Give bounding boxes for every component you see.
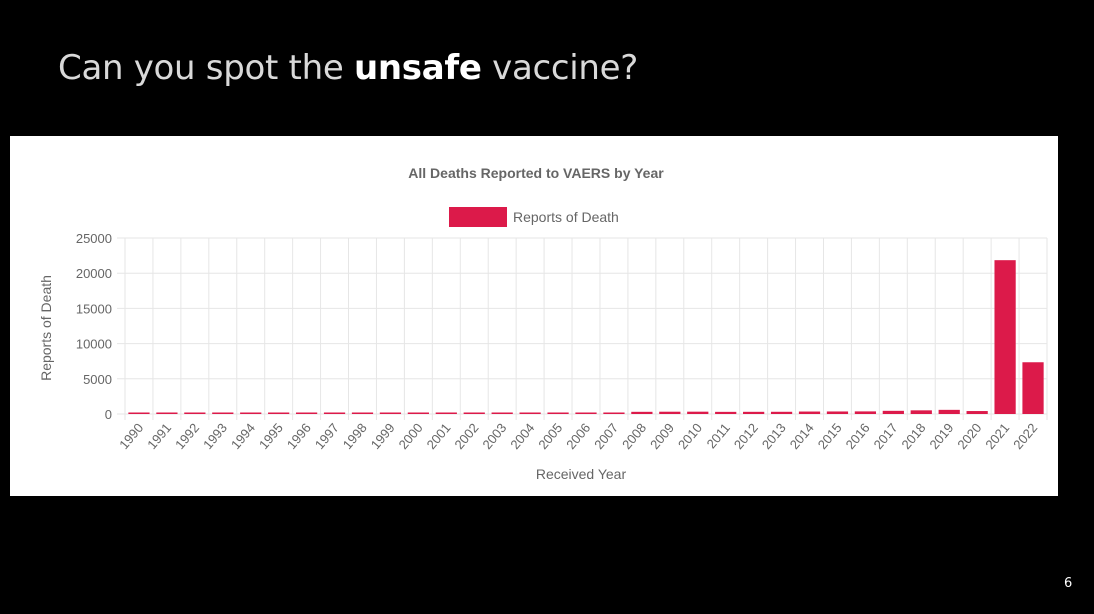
bar-1999 <box>379 412 402 414</box>
bar-1994 <box>240 412 262 414</box>
x-tick-label: 1997 <box>312 420 342 452</box>
bar-2017 <box>882 410 904 414</box>
x-tick-label: 2018 <box>898 420 928 452</box>
x-tick-label: 1996 <box>284 420 314 452</box>
y-tick-label: 15000 <box>76 301 112 316</box>
x-tick-label: 2019 <box>926 420 956 452</box>
x-tick-label: 2022 <box>1010 420 1040 452</box>
x-tick-label: 1999 <box>368 420 398 452</box>
legend-swatch <box>449 207 507 227</box>
x-tick-label: 2004 <box>507 420 537 452</box>
x-tick-label: 2001 <box>424 420 454 452</box>
y-tick-label: 20000 <box>76 266 112 281</box>
x-tick-label: 2021 <box>982 420 1012 452</box>
chart-title: All Deaths Reported to VAERS by Year <box>408 165 664 181</box>
bar-2019 <box>938 409 960 414</box>
bar-2009 <box>659 411 681 414</box>
x-tick-label: 1991 <box>144 420 174 452</box>
page-number: 6 <box>1064 576 1073 591</box>
x-tick-label: 2012 <box>731 420 761 452</box>
x-tick-label: 2013 <box>759 420 789 452</box>
bar-2021 <box>994 260 1016 414</box>
x-axis-title: Received Year <box>536 466 627 482</box>
y-tick-label: 5000 <box>83 372 112 387</box>
bar-2006 <box>575 412 597 414</box>
x-tick-label: 2017 <box>871 420 901 452</box>
bar-2004 <box>519 412 541 414</box>
bar-2008 <box>631 411 653 414</box>
bar-1993 <box>212 412 234 414</box>
x-tick-label: 2003 <box>479 420 509 452</box>
y-axis-title: Reports of Death <box>38 275 54 381</box>
bar-2022 <box>1022 362 1044 414</box>
bar-2000 <box>407 412 429 414</box>
x-tick-label: 2020 <box>954 420 984 452</box>
x-tick-label: 2015 <box>815 420 845 452</box>
bar-2020 <box>966 411 988 414</box>
x-tick-label: 2010 <box>675 420 705 452</box>
bar-1995 <box>268 412 290 414</box>
bar-2007 <box>603 412 625 414</box>
bar-2014 <box>798 411 821 414</box>
slide-title: Can you spot the unsafe vaccine? <box>58 48 638 88</box>
x-tick-label: 2000 <box>396 420 426 452</box>
bar-1992 <box>184 412 206 414</box>
x-tick-label: 1990 <box>116 420 146 452</box>
slide-title-emphasis: unsafe <box>353 48 482 88</box>
bar-2003 <box>491 412 513 414</box>
x-tick-label: 1998 <box>340 420 370 452</box>
chart-panel: All Deaths Reported to VAERS by Year Repo… <box>10 136 1058 496</box>
bar-2013 <box>770 411 793 414</box>
bar-2005 <box>547 412 569 414</box>
bar-2002 <box>463 412 485 414</box>
bar-2016 <box>854 411 877 414</box>
x-tick-label: 1992 <box>172 420 202 452</box>
x-tick-label: 2002 <box>451 420 481 452</box>
y-tick-label: 25000 <box>76 231 112 246</box>
slide-title-prefix: Can you spot the <box>58 48 354 88</box>
bar-2011 <box>715 411 737 414</box>
x-tick-label: 2008 <box>619 420 649 452</box>
deaths-bar-chart: All Deaths Reported to VAERS by Year Repo… <box>38 165 1048 482</box>
bar-1990 <box>128 412 150 414</box>
x-tick-label: 1994 <box>228 420 258 452</box>
bar-2015 <box>826 411 849 414</box>
y-tick-label: 10000 <box>76 337 112 352</box>
x-tick-label: 2016 <box>843 420 873 452</box>
x-tick-label: 2007 <box>591 420 621 452</box>
bar-1997 <box>323 412 346 414</box>
x-tick-label: 2011 <box>704 420 733 451</box>
y-tick-label: 0 <box>105 407 112 422</box>
bar-2010 <box>687 411 709 414</box>
x-tick-label: 2009 <box>647 420 677 452</box>
bar-1991 <box>156 412 178 414</box>
bar-2018 <box>910 410 932 414</box>
bar-1998 <box>351 412 374 414</box>
legend-label: Reports of Death <box>513 209 619 225</box>
x-tick-label: 2014 <box>787 420 817 452</box>
bar-1996 <box>295 412 318 414</box>
x-tick-label: 1993 <box>200 420 230 452</box>
bar-2001 <box>435 412 457 414</box>
bar-2012 <box>743 411 765 414</box>
x-tick-label: 1995 <box>256 420 286 452</box>
x-tick-label: 2005 <box>535 420 565 452</box>
slide-title-suffix: vaccine? <box>481 48 639 88</box>
x-tick-label: 2006 <box>563 420 593 452</box>
